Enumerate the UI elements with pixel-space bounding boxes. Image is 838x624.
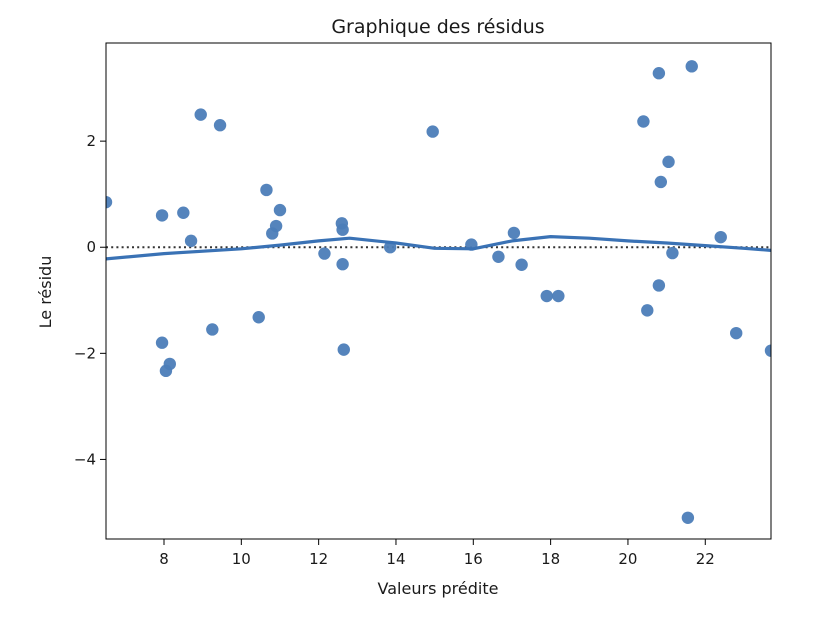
data-point: [764, 344, 771, 357]
data-point: [507, 226, 521, 240]
data-point: [666, 246, 679, 260]
data-point: [213, 119, 227, 132]
y-axis-label: Le résidu: [36, 256, 55, 329]
lowess-smooth-line: [106, 235, 771, 261]
y-tick-label: −4: [74, 450, 96, 468]
data-point: [714, 230, 727, 244]
x-axis-label: Valeurs prédite: [378, 579, 499, 598]
data-point: [318, 247, 331, 260]
data-point: [177, 206, 190, 219]
x-tick-label: 8: [159, 550, 169, 568]
data-point: [652, 279, 666, 292]
data-point: [637, 115, 650, 128]
data-point: [269, 219, 283, 233]
data-point: [652, 67, 666, 80]
y-tick-label: 0: [86, 238, 96, 256]
axes-frame: [105, 42, 772, 540]
data-point: [260, 183, 273, 197]
data-point: [184, 234, 198, 248]
data-point: [515, 258, 528, 271]
chart-title: Graphique des résidus: [331, 16, 544, 38]
x-tick-label: 10: [232, 550, 251, 568]
x-tick-label: 14: [386, 550, 405, 568]
data-point: [155, 209, 169, 222]
data-point: [662, 155, 675, 169]
x-tick-label: 18: [541, 550, 560, 568]
x-tick-label: 12: [309, 550, 328, 568]
data-point: [685, 60, 698, 73]
x-tick-label: 22: [696, 550, 715, 568]
y-tick-label: 2: [86, 132, 96, 150]
data-point: [540, 289, 553, 303]
data-point: [206, 323, 219, 336]
x-tick-label: 16: [464, 550, 483, 568]
data-point: [155, 336, 169, 349]
data-point: [552, 289, 565, 303]
data-point: [681, 511, 695, 524]
data-point: [426, 125, 439, 138]
data-point: [194, 108, 207, 121]
plot-area: [106, 60, 771, 524]
data-point: [336, 258, 349, 271]
data-point: [106, 195, 113, 209]
data-point: [641, 304, 654, 317]
x-tick-label: 20: [618, 550, 637, 568]
data-point: [252, 311, 265, 324]
data-point: [654, 175, 668, 189]
data-point: [336, 223, 349, 236]
y-tick-label: −2: [74, 344, 96, 362]
data-point: [273, 203, 287, 217]
data-point: [492, 250, 505, 263]
data-point: [337, 343, 350, 356]
data-point: [163, 357, 176, 371]
data-point: [730, 326, 743, 340]
axis-ticks: 8 10 12 14 16 18 20 22 −4 −2 0 2: [74, 132, 715, 568]
